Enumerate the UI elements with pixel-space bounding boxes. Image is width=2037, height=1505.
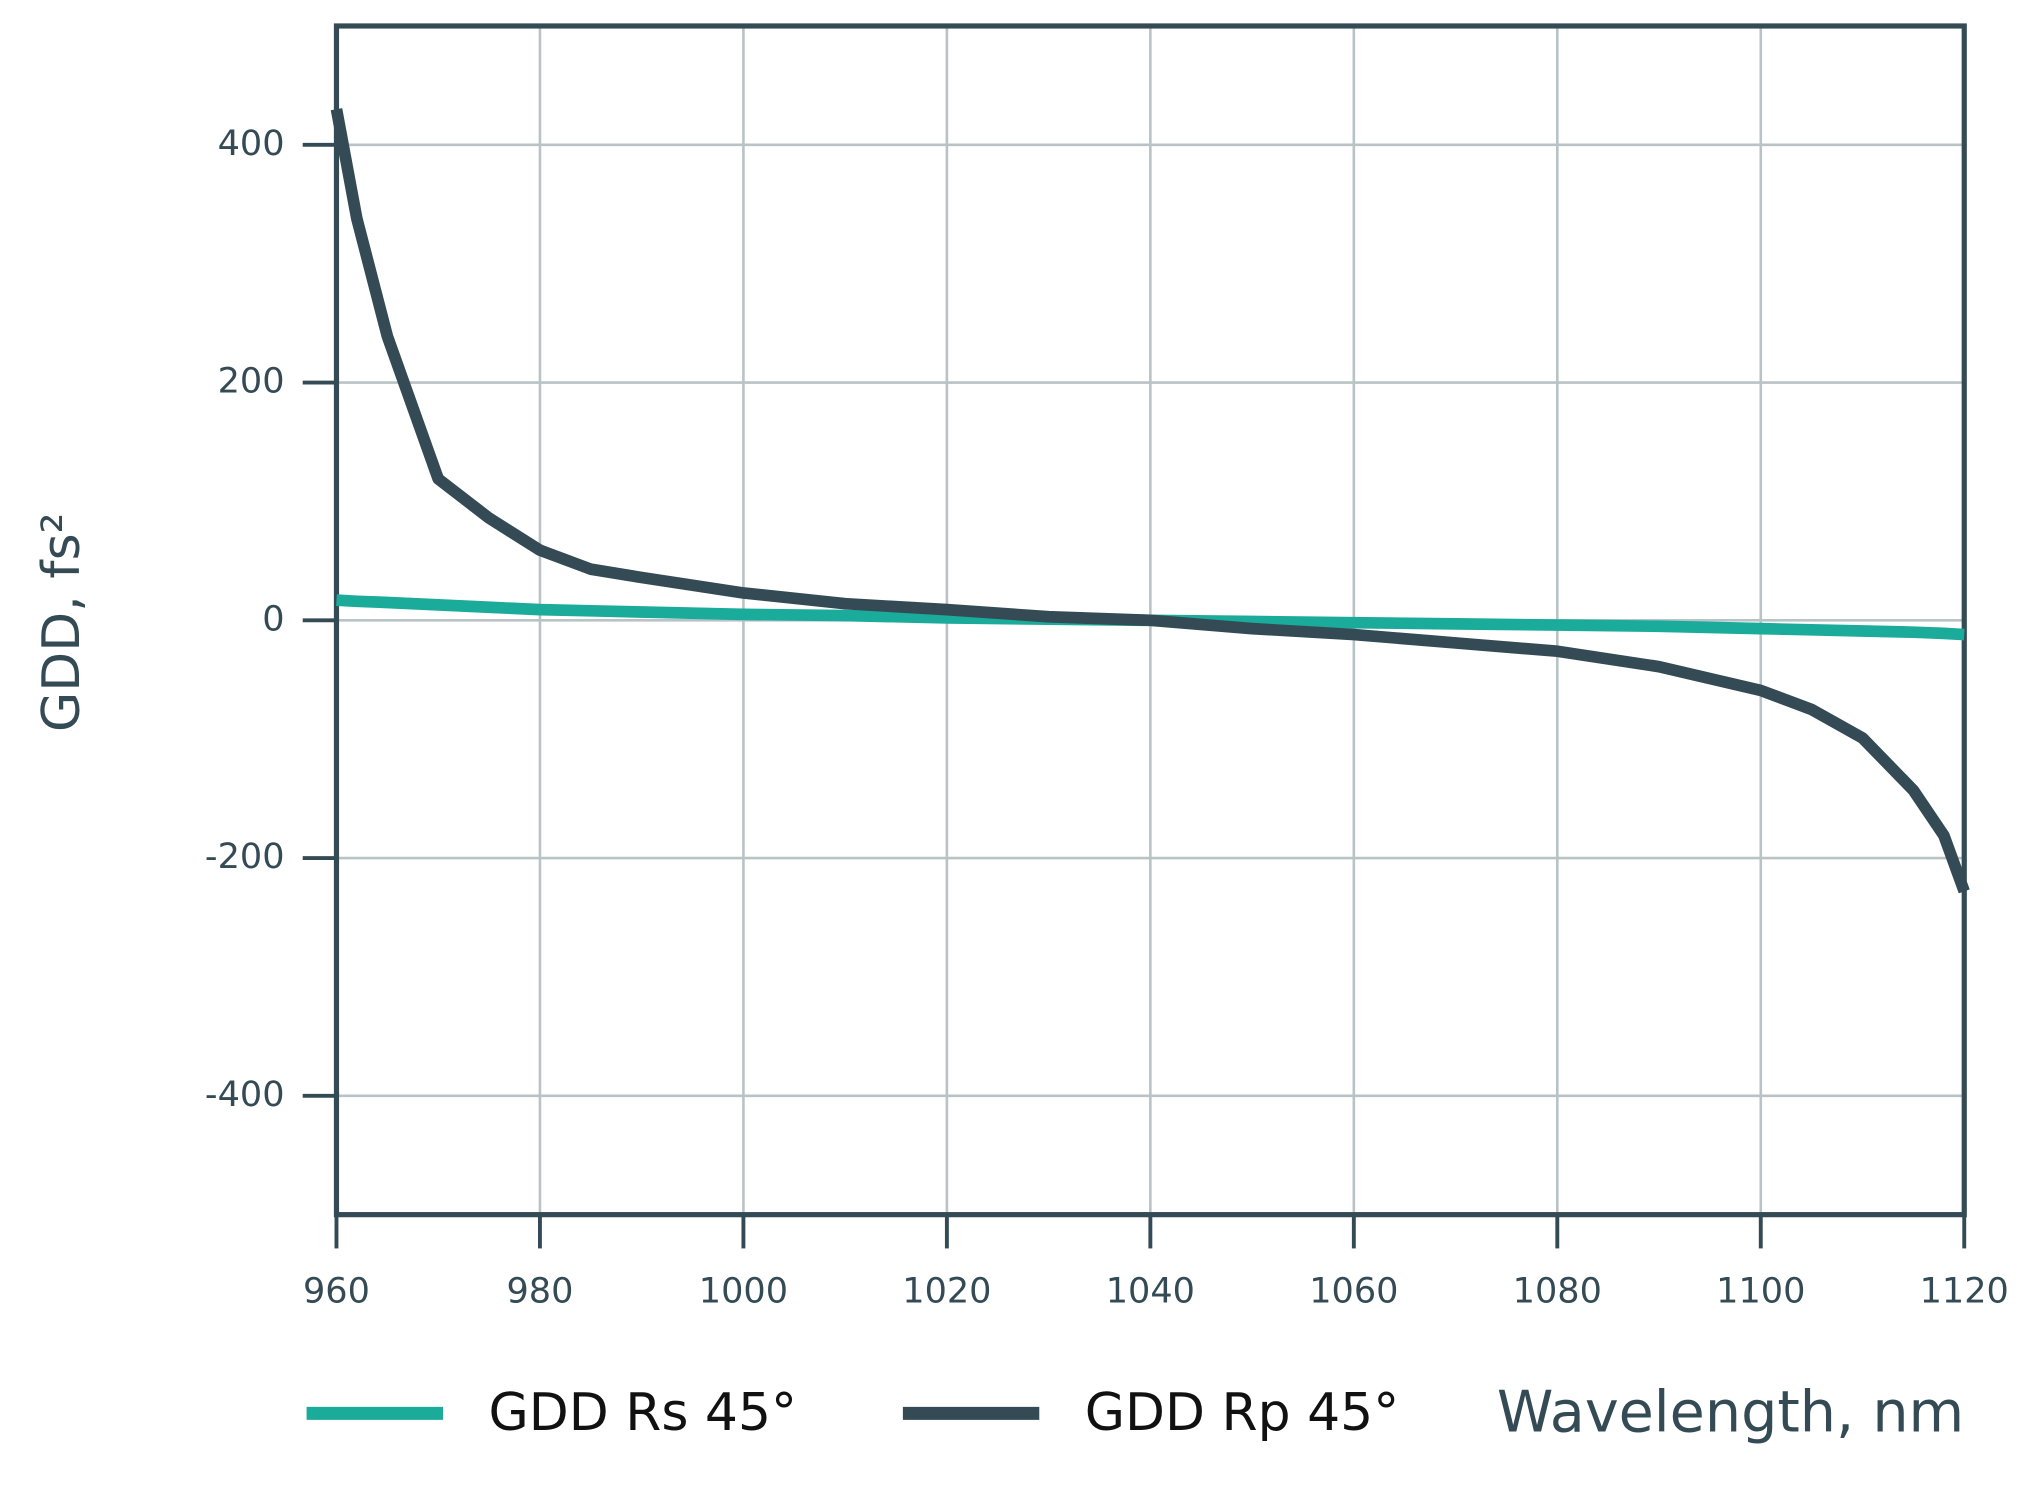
x-tick-label: 1040 [1106, 1271, 1195, 1312]
y-tick-label: 400 [218, 123, 285, 164]
x-tick-label: 1080 [1513, 1271, 1602, 1312]
y-tick-label: 200 [218, 361, 285, 402]
legend-label: GDD Rs 45° [488, 1383, 797, 1443]
data-line [330, 108, 1970, 894]
x-axis-label: Wavelength, nm [1497, 1380, 1964, 1446]
x-tick-label: 960 [303, 1271, 370, 1312]
x-tick-label: 980 [506, 1271, 573, 1312]
x-tick-label: 1020 [902, 1271, 991, 1312]
y-tick-label: 0 [262, 598, 284, 639]
y-tick-label: -200 [205, 836, 285, 877]
legend-label: GDD Rp 45° [1085, 1383, 1399, 1443]
x-tick-label: 1060 [1309, 1271, 1398, 1312]
y-tick-label: -400 [205, 1074, 285, 1115]
y-axis-label: GDD, fs² [32, 513, 92, 732]
x-tick-label: 1100 [1716, 1271, 1805, 1312]
x-tick-label: 1000 [699, 1271, 788, 1312]
x-tick-label: 1120 [1920, 1271, 2009, 1312]
plot-frame [333, 23, 1967, 1218]
